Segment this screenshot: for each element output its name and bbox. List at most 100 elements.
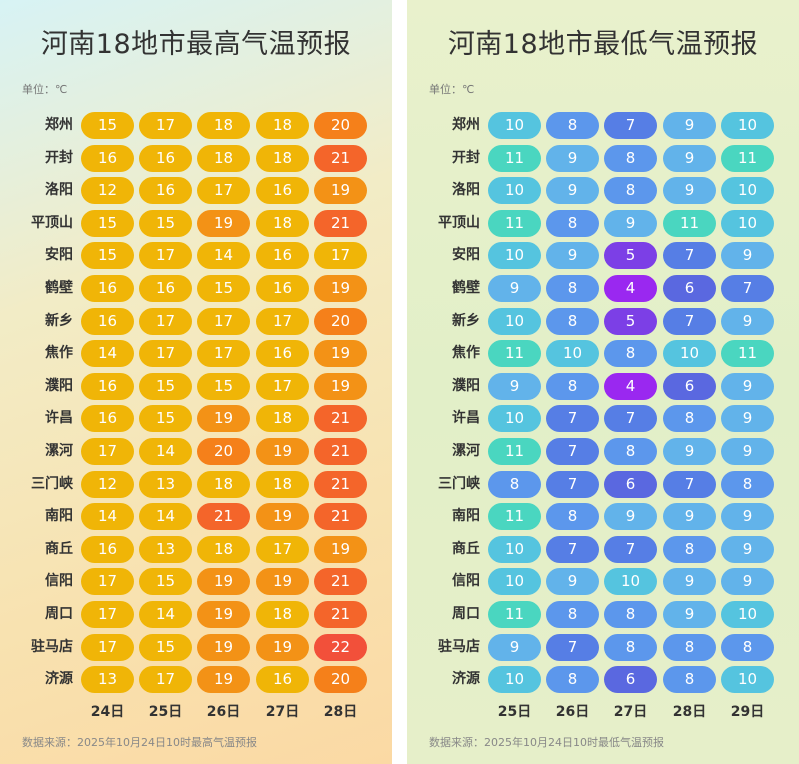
low-temp-cell: 10 [488,242,541,270]
low-temp-cell: 10 [721,601,774,628]
low-temp-cell: 8 [546,209,599,237]
high-temp-cell: 17 [139,307,192,335]
high-temp-cell: 13 [139,535,192,563]
high-temp-cell: 19 [256,633,309,661]
high-date-label: 27日 [265,704,300,720]
low-temp-cell: 8 [721,470,774,498]
high-temp-cell: 19 [197,666,250,694]
low-temp-cell: 8 [546,601,599,628]
high-temp-cell: 21 [314,209,367,237]
high-temp-cell: 19 [197,209,250,237]
high-temp-cell: 19 [197,601,250,628]
high-temp-cell: 18 [256,112,309,139]
high-row-6: 新乡 16 17 17 17 20 [0,307,392,336]
low-temp-cell: 10 [488,666,541,694]
high-city-label: 周口 [45,606,73,622]
low-temp-cell: 9 [663,112,716,139]
high-temp-cell: 19 [314,177,367,205]
high-temp-cell: 16 [139,177,192,205]
low-temp-cell: 9 [604,503,657,531]
low-temp-cell: 8 [604,340,657,368]
low-row-3: 平顶山 11 8 9 11 10 [407,209,799,238]
high-title: 河南18地市最高气温预报 [40,29,352,60]
low-temp-cell: 9 [488,275,541,302]
low-temp-cell: 10 [721,666,774,694]
low-city-label: 周口 [452,606,480,622]
high-city-label: 鹤壁 [45,280,73,296]
low-row-16: 驻马店 9 7 8 8 8 [407,633,799,662]
low-temp-cell: 8 [721,633,774,661]
high-temp-cell: 16 [81,372,134,400]
high-temp-cell: 17 [197,307,250,335]
high-temp-cell: 19 [197,405,250,433]
high-row-7: 焦作 14 17 17 16 19 [0,339,392,368]
low-row-17: 济源 10 8 6 8 10 [407,665,799,694]
low-temp-cell: 9 [546,144,599,172]
low-temp-cell: 10 [546,340,599,368]
high-date-label: 26日 [206,704,241,720]
low-temp-cell: 9 [721,307,774,335]
high-temp-cell: 15 [139,405,192,433]
high-temp-cell: 15 [139,633,192,661]
high-city-label: 洛阳 [45,182,73,199]
low-title: 河南18地市最低气温预报 [447,29,759,60]
high-temp-cell: 19 [256,568,309,596]
low-temp-cell: 7 [663,470,716,498]
high-row-3: 平顶山 15 15 19 18 21 [0,209,392,238]
high-temperature-panel: 河南18地市最高气温预报 单位：℃ 郑州 15 17 18 18 20 开封 16 16 18 18… [0,0,392,764]
low-temp-cell: 7 [721,275,774,302]
high-temp-cell: 17 [139,112,192,139]
high-temp-cell: 17 [314,242,367,270]
low-temp-cell: 9 [546,568,599,596]
low-temp-cell: 8 [546,275,599,302]
high-city-label: 新乡 [45,312,73,329]
high-temp-cell: 21 [314,503,367,531]
low-row-1: 开封 11 9 8 9 11 [407,144,799,173]
low-temp-cell: 8 [546,112,599,139]
high-temp-cell: 14 [139,438,192,465]
low-city-label: 平顶山 [438,214,480,231]
low-city-label: 驻马店 [438,638,480,655]
high-row-9: 许昌 16 15 19 18 21 [0,404,392,433]
low-temp-cell: 7 [546,535,599,563]
low-date-axis: 25日 26日 27日 28日 29日 [407,701,799,721]
high-temp-cell: 17 [256,535,309,563]
low-temp-cell: 11 [721,340,774,368]
high-temp-cell: 18 [197,144,250,172]
low-temp-cell: 7 [546,633,599,661]
low-city-label: 开封 [452,149,480,166]
low-temp-cell: 8 [663,405,716,433]
high-date-label: 24日 [90,704,125,720]
low-temp-cell: 7 [604,405,657,433]
high-city-label: 开封 [45,149,73,166]
high-temp-cell: 21 [314,601,367,628]
high-city-label: 商丘 [45,540,73,557]
low-city-label: 洛阳 [452,182,480,199]
low-temp-cell: 5 [604,242,657,270]
high-temp-cell: 17 [197,177,250,205]
low-temp-cell: 11 [488,438,541,465]
high-temp-cell: 21 [314,144,367,172]
high-temp-cell: 18 [256,144,309,172]
high-temp-cell: 20 [314,307,367,335]
low-temp-cell: 8 [546,307,599,335]
low-row-8: 濮阳 9 8 4 6 9 [407,372,799,401]
high-city-label: 焦作 [45,345,73,362]
high-temp-cell: 16 [139,275,192,302]
high-temp-cell: 18 [256,209,309,237]
high-city-label: 濮阳 [45,377,73,394]
high-row-10: 漯河 17 14 20 19 21 [0,437,392,466]
low-temp-cell: 10 [721,177,774,205]
high-temp-cell: 19 [256,438,309,465]
high-date-axis: 24日 25日 26日 27日 28日 [0,701,392,721]
low-city-label: 信阳 [452,573,480,590]
low-row-5: 鹤壁 9 8 4 6 7 [407,274,799,303]
high-temp-cell: 14 [81,340,134,368]
high-temp-cell: 17 [197,340,250,368]
low-temp-cell: 10 [663,340,716,368]
high-temp-cell: 15 [139,372,192,400]
high-temp-cell: 20 [314,666,367,694]
high-temp-cell: 17 [139,666,192,694]
low-temp-cell: 5 [604,307,657,335]
high-unit-label: 单位：℃ [22,83,68,96]
